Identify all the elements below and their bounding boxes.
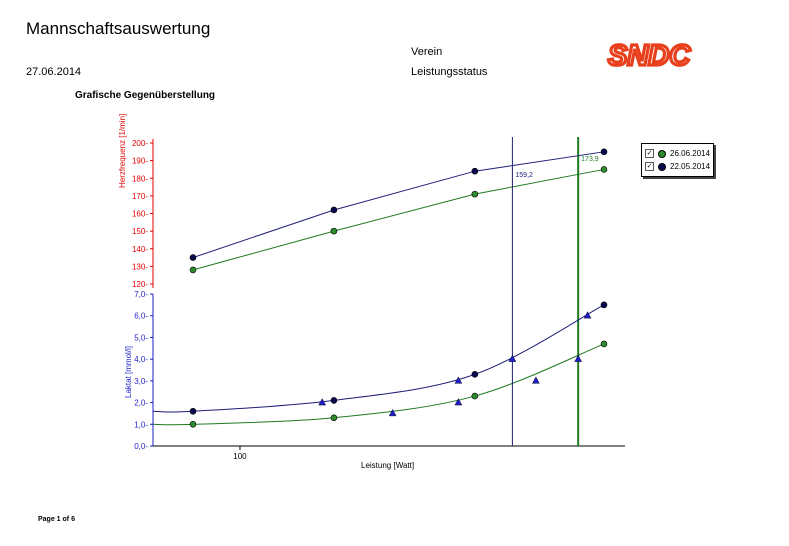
verein-label: Verein [411, 46, 443, 58]
page-title: Mannschaftsauswertung [26, 19, 211, 38]
threshold-marker [574, 354, 583, 362]
threshold-marker [388, 409, 397, 417]
threshold-label: 159,2 [515, 172, 533, 179]
hr-tick-label: 120- [132, 280, 148, 289]
threshold-marker [318, 398, 327, 406]
hr-tick-label: 170- [132, 192, 148, 201]
leistungsstatus-label: Leistungsstatus [411, 66, 488, 78]
x-tick-label: 100 [233, 452, 247, 461]
legend-item-1[interactable]: ✓ 26.06.2014 [645, 148, 710, 159]
lactate-point [330, 397, 338, 404]
lactate-tick-label: 2,0- [134, 399, 148, 408]
lactate-point [471, 371, 479, 378]
lactate-point [189, 420, 197, 428]
lactate-tick-label: 1,0- [134, 420, 148, 429]
lactate-tick-label: 3,0- [134, 377, 148, 386]
hr-point [471, 190, 479, 198]
lactate-tick-label: 4,0- [134, 355, 148, 364]
hr-point [600, 166, 608, 173]
threshold-marker [454, 398, 463, 406]
lactate-tick-label: 0,0- [134, 442, 148, 451]
legend-checkbox-1[interactable]: ✓ [645, 149, 654, 158]
lactate-line [152, 343, 605, 426]
report-date: 27.06.2014 [26, 66, 82, 78]
threshold-marker [454, 376, 463, 384]
sndc-logo: SNDC [606, 38, 692, 70]
hr-tick-label: 160- [132, 210, 148, 219]
legend-item-2[interactable]: ✓ 22.05.2014 [645, 161, 710, 172]
hr-tick-label: 140- [132, 245, 148, 254]
legend-label-1: 26.06.2014 [670, 149, 711, 158]
threshold-marker [532, 376, 540, 384]
legend-checkbox-2[interactable]: ✓ [645, 162, 654, 171]
chart-legend: ✓ 26.06.2014 ✓ 22.05.2014 [641, 143, 714, 177]
hr-tick-label: 130- [132, 262, 148, 271]
hr-point [600, 148, 608, 156]
chart-series: 173,9 159,2 [152, 137, 608, 446]
hr-line [192, 151, 605, 259]
lactate-point [600, 301, 608, 309]
hr-point [189, 266, 197, 274]
lactate-tick-label: 5,0- [134, 333, 148, 342]
hr-tick-label: 150- [132, 227, 148, 236]
hr-tick-label: 180- [132, 174, 148, 183]
hr-axis-label: Herzfrequenz [1/min] [118, 113, 127, 188]
lactate-tick-label: 6,0- [134, 312, 148, 321]
lactate-axis-label: Laktat [mmol/l] [124, 345, 133, 398]
lactate-point [471, 392, 479, 400]
section-subtitle: Grafische Gegenüberstellung [75, 90, 216, 101]
lactate-point [600, 340, 608, 348]
hr-line [192, 168, 605, 271]
hr-tick-label: 190- [132, 157, 148, 166]
legend-marker-1 [658, 149, 666, 158]
lactate-point [189, 407, 197, 415]
threshold-label: 173,9 [581, 156, 599, 163]
hr-point [330, 206, 338, 214]
lactate-tick-label: 7,0- [134, 290, 148, 299]
lactate-line [152, 304, 605, 413]
hr-tick-label: 200- [132, 139, 148, 148]
hr-point [189, 254, 197, 261]
logo-text: SNDC [608, 40, 691, 70]
page-number: Page 1 of 6 [38, 516, 75, 523]
x-axis-label: Leistung [Watt] [361, 461, 415, 470]
threshold-marker [583, 311, 592, 319]
legend-marker-2 [658, 162, 666, 171]
threshold-marker [508, 354, 517, 362]
legend-label-2: 22.05.2014 [670, 162, 711, 171]
hr-point [330, 227, 338, 235]
hr-point [471, 167, 479, 175]
chart-axes: 120- 130- 140- 150- 160- 170- 180- 190- 200- 0,0-… [132, 139, 625, 461]
lactate-point [330, 414, 338, 422]
